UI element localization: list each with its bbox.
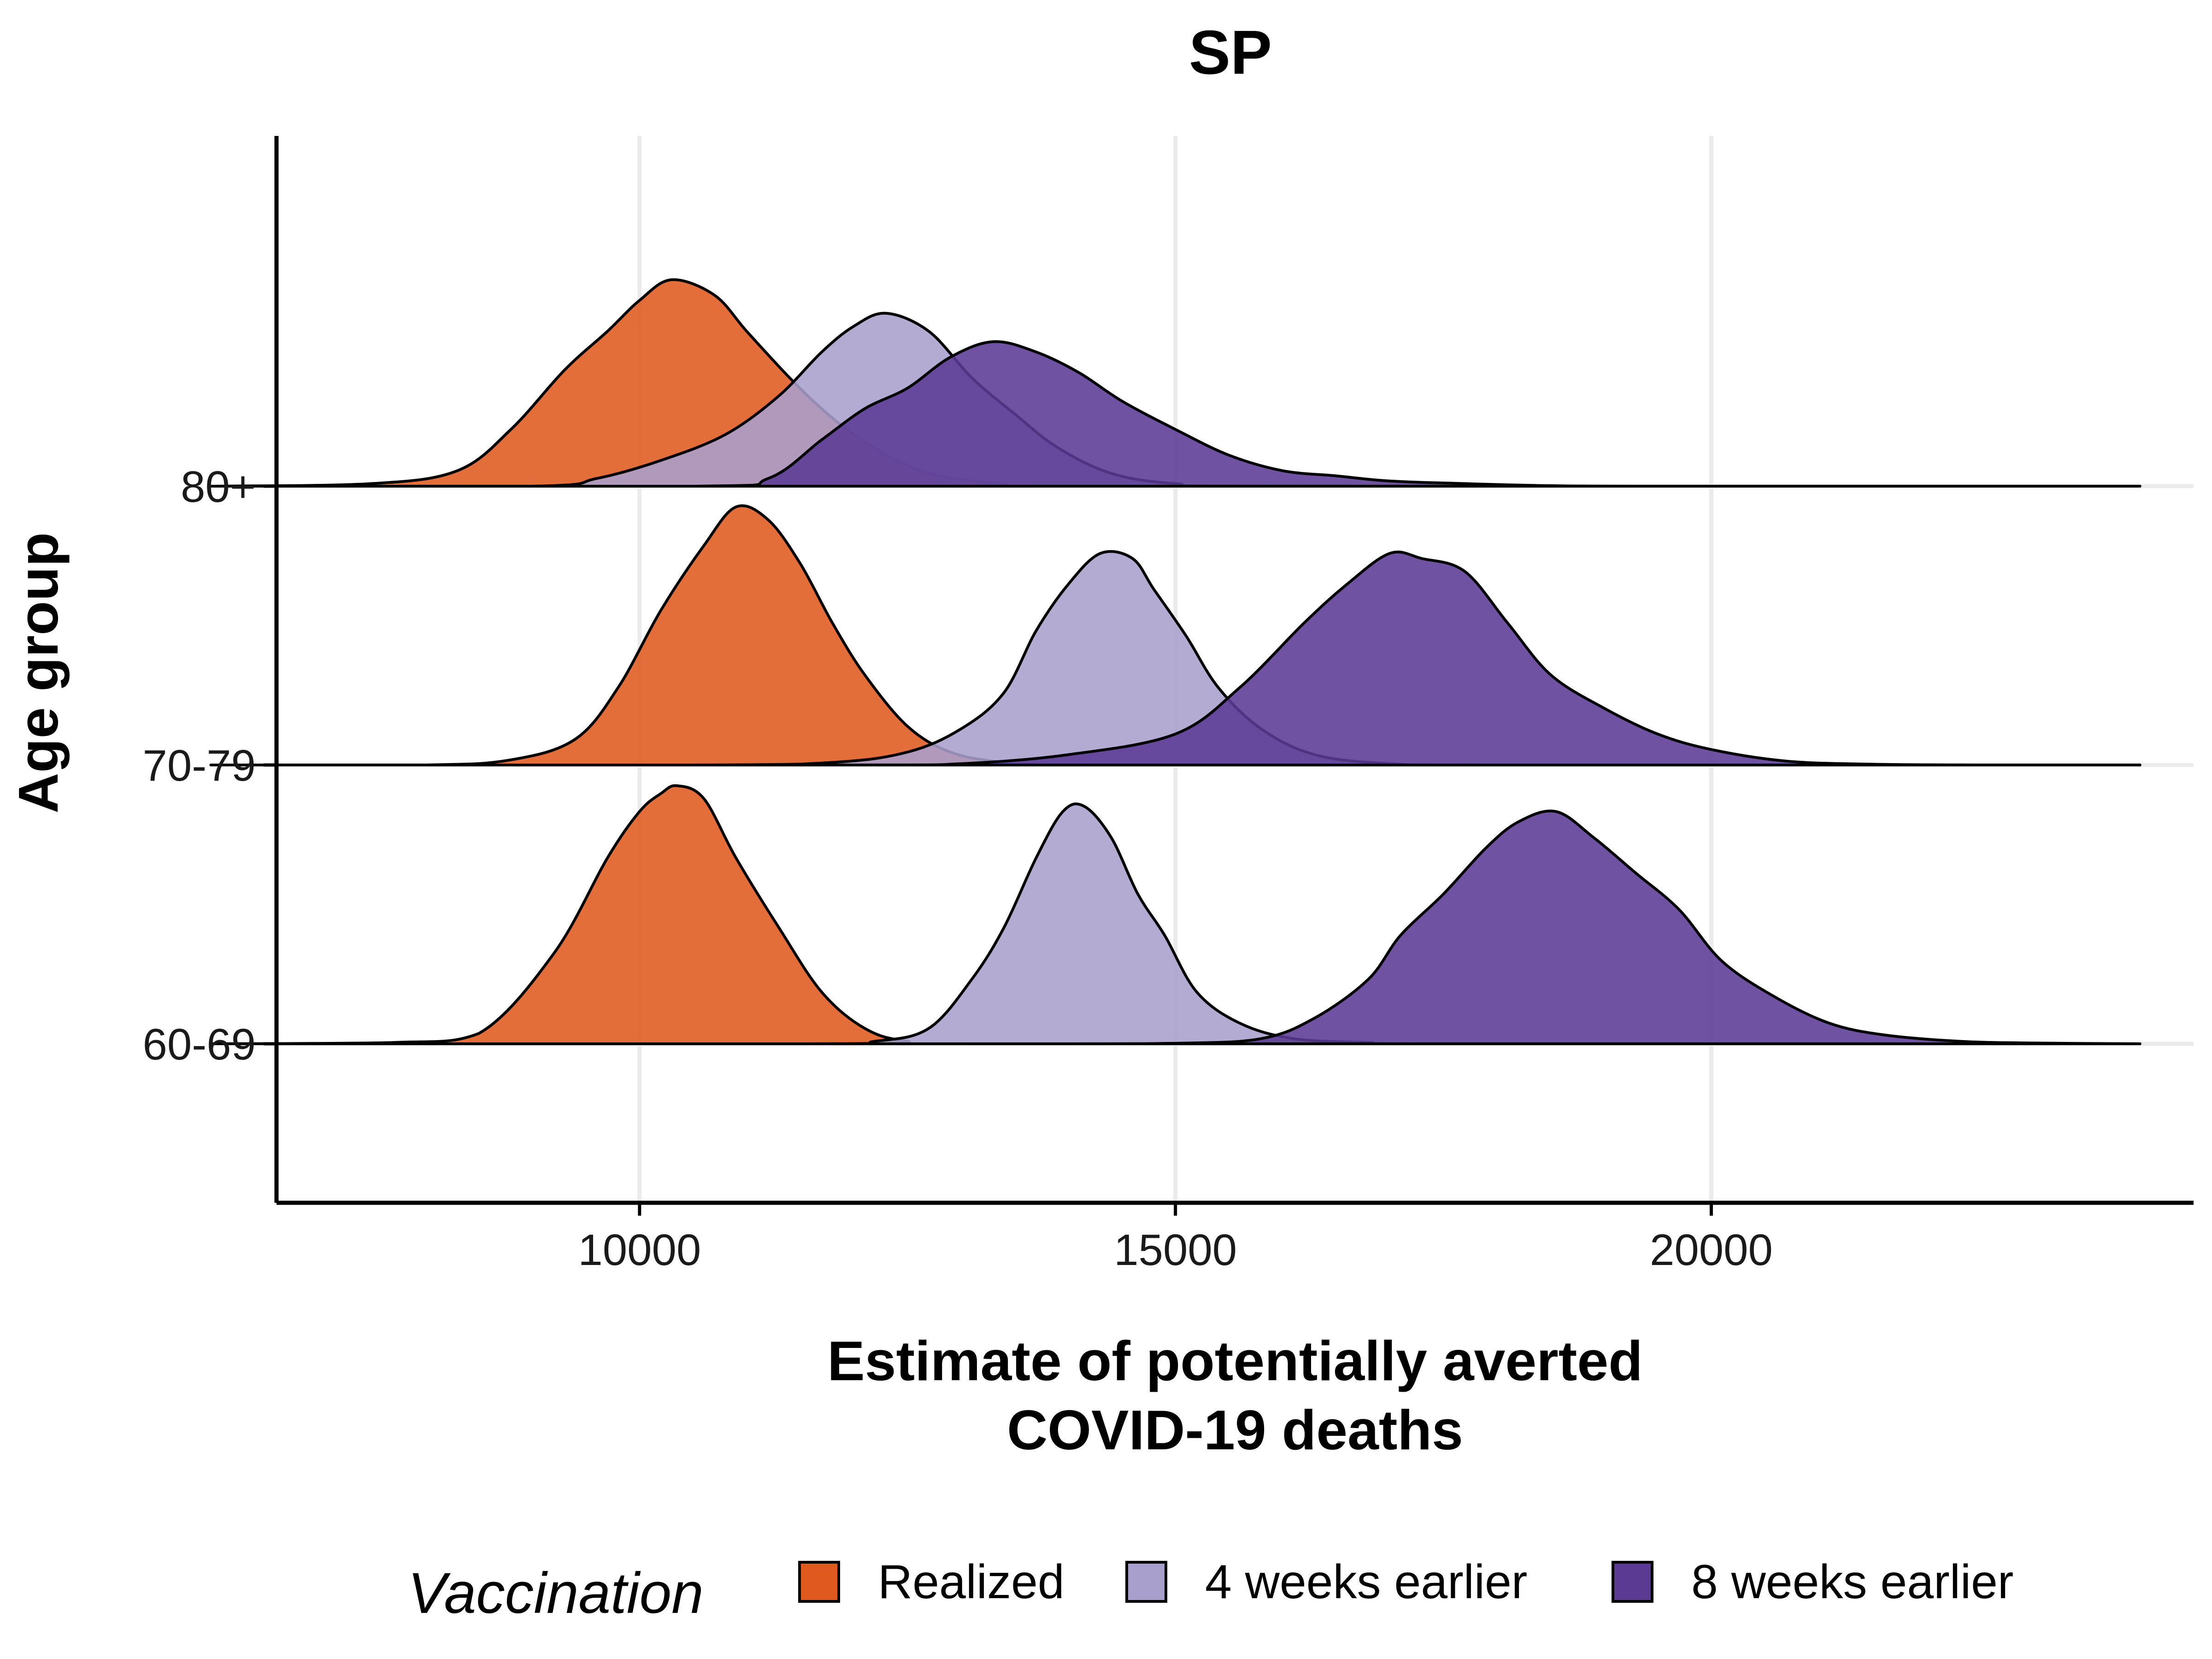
y-tick-label-60-69: 60-69 <box>142 1020 256 1069</box>
legend-label-4-weeks-earlier: 4 weeks earlier <box>1205 1555 1527 1609</box>
x-axis-title-line-1: Estimate of potentially averted <box>827 1330 1642 1392</box>
ridges <box>209 278 2141 1046</box>
x-tick-label-15000: 15000 <box>1114 1225 1237 1275</box>
ridge-group-70-79 <box>209 504 2141 767</box>
legend-key-8-weeks-earlier <box>1612 1561 1653 1603</box>
y-axis-title: Age group <box>7 532 70 813</box>
legend-label-8-weeks-earlier: 8 weeks earlier <box>1691 1555 2013 1609</box>
ridge-group-60-69 <box>209 784 2141 1046</box>
legend-title: Vaccination <box>408 1561 704 1625</box>
ridge-group-80 <box>209 278 2141 488</box>
y-tick-label-70-79: 70-79 <box>142 741 256 790</box>
chart-title: SP <box>1189 18 1272 87</box>
x-tick-label-20000: 20000 <box>1650 1225 1773 1275</box>
legend-key-4-weeks-earlier <box>1125 1561 1167 1603</box>
legend-key-realized <box>798 1561 840 1603</box>
legend-label-realized: Realized <box>878 1555 1065 1609</box>
legend: Vaccination Realized 4 weeks earlier 8 wee… <box>408 1555 2013 1625</box>
y-ticks: 60-69 70-79 80+ <box>142 462 276 1069</box>
y-tick-label-80: 80+ <box>181 462 256 512</box>
x-axis-title-line-2: COVID-19 deaths <box>1007 1399 1463 1461</box>
x-tick-label-10000: 10000 <box>578 1225 701 1275</box>
x-ticks: 10000 15000 20000 <box>578 1203 1773 1275</box>
